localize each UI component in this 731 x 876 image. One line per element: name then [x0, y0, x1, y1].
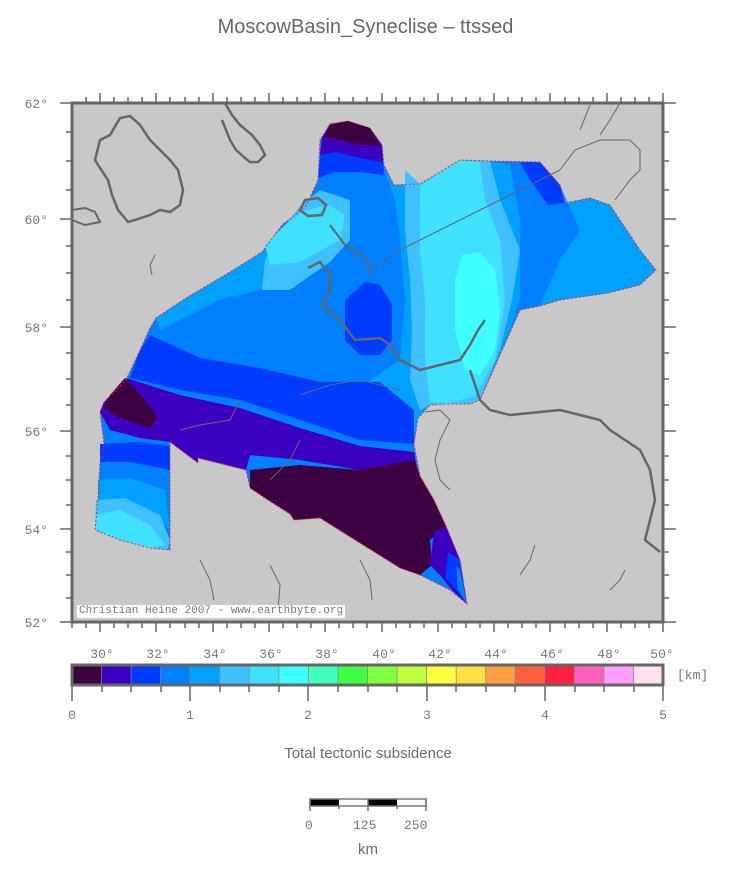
- colorbar-cell: [396, 664, 428, 686]
- colorbar-cell: [101, 664, 133, 686]
- colorbar-tick-labels: 0 1 2 3 4 5: [68, 708, 667, 723]
- longitude-labels: 30° 32° 34° 36° 38° 40° 42° 44° 46° 48° …: [90, 647, 673, 662]
- lon-label: 32°: [146, 647, 169, 662]
- colorbar-tick-label: 0: [68, 708, 76, 723]
- right-axis-ticks: [663, 102, 676, 623]
- lat-label: 60°: [25, 213, 48, 228]
- lon-label: 44°: [484, 647, 507, 662]
- colorbar-cell: [189, 664, 221, 686]
- colorbar-cell: [307, 664, 339, 686]
- colorbar-cell: [603, 664, 635, 686]
- colorbar-cell: [278, 664, 310, 686]
- colorbar-cell: [633, 664, 664, 686]
- lon-label: 42°: [428, 647, 451, 662]
- colorbar-cell: [71, 664, 103, 686]
- lon-label: 40°: [372, 647, 395, 662]
- lat-label: 54°: [25, 523, 48, 538]
- coastlines: [71, 102, 661, 611]
- colorbar-tick-label: 5: [659, 708, 667, 723]
- colorbar-tick-label: 1: [186, 708, 194, 723]
- scale-unit: km: [358, 841, 378, 858]
- lon-label: 50°: [650, 647, 673, 662]
- colorbar-title: Total tectonic subsidence: [284, 745, 452, 762]
- scale-bar: [309, 798, 427, 811]
- colorbar-ticks: [71, 685, 664, 701]
- lon-label: 30°: [90, 647, 113, 662]
- colorbar-cell: [426, 664, 458, 686]
- subsidence-field: [95, 121, 656, 604]
- lon-label: 46°: [540, 647, 563, 662]
- colorbar-tick-label: 2: [304, 708, 312, 723]
- colorbar-cell: [485, 664, 517, 686]
- colorbar-cell: [130, 664, 162, 686]
- scale-label-0: 0: [305, 818, 313, 833]
- lon-label: 38°: [315, 647, 338, 662]
- colorbar-cell: [367, 664, 398, 686]
- bottom-axis-ticks: [71, 622, 664, 632]
- lon-label: 48°: [597, 647, 620, 662]
- colorbar-unit: [km]: [677, 668, 709, 683]
- lon-label: 34°: [203, 647, 226, 662]
- colorbar: [71, 664, 664, 686]
- colorbar-cell: [455, 664, 487, 686]
- lat-label: 58°: [25, 321, 48, 336]
- colorbar-cell: [514, 664, 546, 686]
- colorbar-cell: [544, 664, 576, 686]
- colorbar-cell: [219, 664, 251, 686]
- lat-label: 52°: [25, 616, 48, 631]
- lat-label: 62°: [25, 97, 48, 112]
- scale-label-250: 250: [404, 818, 428, 833]
- colorbar-cell: [337, 664, 369, 686]
- colorbar-tick-label: 4: [541, 708, 549, 723]
- top-axis-ticks: [85, 93, 664, 103]
- colorbar-tick-label: 3: [423, 708, 431, 723]
- lon-label: 36°: [259, 647, 282, 662]
- colorbar-cell: [573, 664, 605, 686]
- colorbar-cell: [160, 664, 192, 686]
- scale-label-125: 125: [353, 818, 377, 833]
- left-axis-ticks: [60, 102, 72, 623]
- map-title: MoscowBasin_Syneclise – ttssed: [217, 16, 514, 38]
- latitude-labels: 62° 60° 58° 56° 54° 52°: [25, 97, 48, 631]
- colorbar-cell: [248, 664, 280, 686]
- lat-label: 56°: [25, 425, 48, 440]
- credit-text: Christian Heine 2007 - www.earthbyte.org: [77, 605, 346, 618]
